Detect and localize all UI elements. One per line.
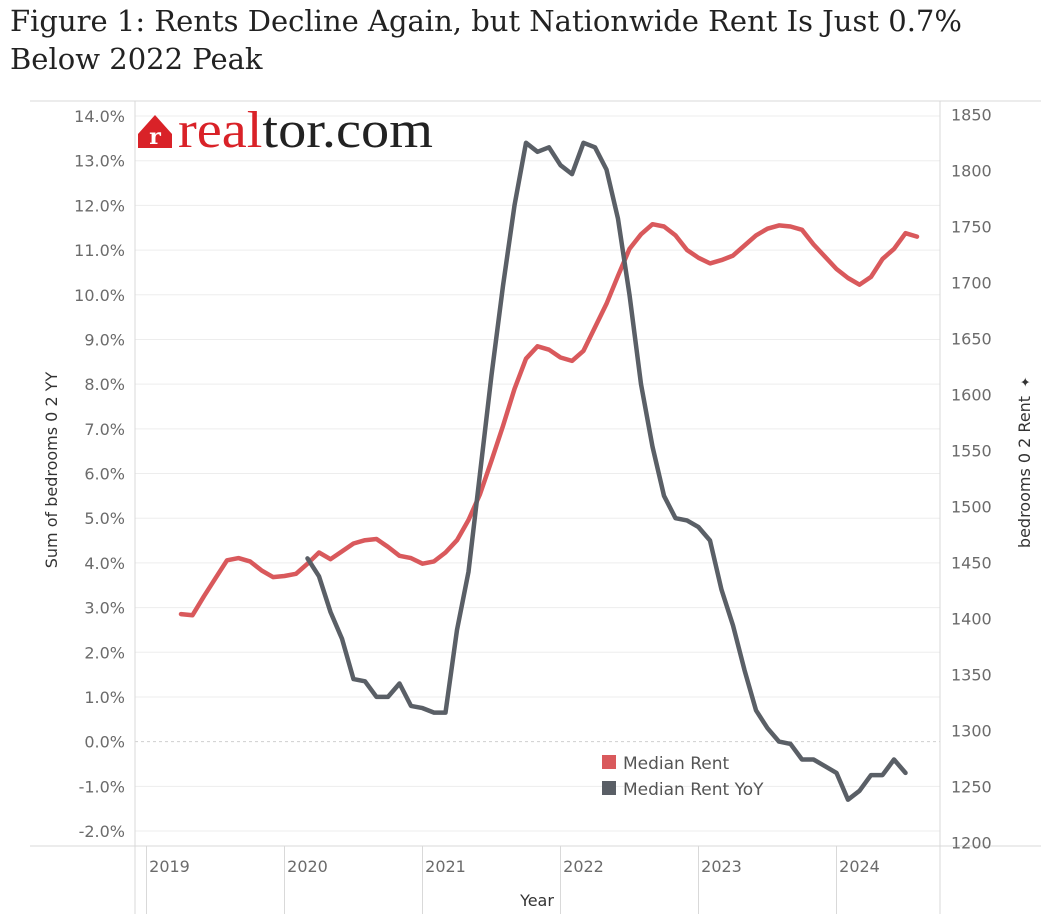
x-tick-label: 2024 [839, 857, 880, 876]
right-axis-ticks: 1850 1800 1750 1700 1650 1600 1550 1500 1450 1400… [951, 105, 992, 852]
left-tick-label: 12.0% [74, 196, 125, 215]
legend-label-median-rent: Median Rent [623, 754, 730, 774]
left-tick-label: 1.0% [84, 688, 125, 707]
series-lines [178, 140, 920, 802]
legend: Median Rent Median Rent YoY [602, 754, 764, 800]
right-tick-label: 1850 [951, 105, 992, 124]
house-r-logo-icon: r [138, 115, 172, 150]
right-axis-title: bedrooms 0 2 Rent [1015, 396, 1034, 548]
left-axis-title: Sum of bedrooms 0 2 YY [42, 372, 61, 569]
left-tick-label: 6.0% [84, 465, 125, 484]
right-tick-label: 1200 [951, 834, 992, 853]
right-tick-label: 1250 [951, 778, 992, 797]
right-axis-sort-icon[interactable]: ✦ [1019, 376, 1034, 387]
left-tick-label: 14.0% [74, 107, 125, 126]
right-tick-label: 1350 [951, 666, 992, 685]
right-tick-label: 1400 [951, 610, 992, 629]
right-tick-label: 1450 [951, 554, 992, 573]
x-tick-label: 2022 [563, 857, 604, 876]
realtor-logo: r real tor.com [138, 102, 433, 159]
right-tick-label: 1300 [951, 722, 992, 741]
legend-swatch-median-rent [602, 755, 616, 769]
chart-title: Figure 1: Rents Decline Again, but Natio… [10, 4, 962, 76]
left-tick-label: 7.0% [84, 420, 125, 439]
right-tick-label: 1700 [951, 273, 992, 292]
left-tick-label: 10.0% [74, 286, 125, 305]
plot-frame [30, 100, 1041, 914]
right-tick-label: 1550 [951, 442, 992, 461]
legend-swatch-median-rent-yoy [602, 781, 616, 795]
left-tick-label: 0.0% [84, 733, 125, 752]
left-axis-ticks: 14.0% 13.0% 12.0% 11.0% 10.0% 9.0% 8.0% 7.0% 6.0… [74, 107, 125, 841]
left-tick-label: -1.0% [79, 777, 125, 796]
x-axis-title: Year [519, 891, 554, 910]
x-tick-label: 2019 [149, 857, 190, 876]
series-line-median-rent-yoy[interactable] [305, 140, 908, 802]
left-tick-label: 5.0% [84, 509, 125, 528]
left-tick-label: 13.0% [74, 152, 125, 171]
x-tick-label: 2021 [425, 857, 466, 876]
svg-text:r: r [149, 124, 161, 150]
x-tick-label: 2020 [287, 857, 328, 876]
left-tick-label: 8.0% [84, 375, 125, 394]
left-tick-label: 11.0% [74, 241, 125, 260]
x-tick-label: 2023 [701, 857, 742, 876]
gridlines [135, 115, 940, 832]
right-tick-label: 1600 [951, 386, 992, 405]
right-tick-label: 1500 [951, 498, 992, 517]
left-tick-label: -2.0% [79, 822, 125, 841]
right-tick-label: 1800 [951, 161, 992, 180]
left-tick-label: 9.0% [84, 330, 125, 349]
series-line-median-rent[interactable] [178, 221, 920, 618]
right-tick-label: 1650 [951, 330, 992, 349]
right-tick-label: 1750 [951, 217, 992, 236]
left-tick-label: 4.0% [84, 554, 125, 573]
left-tick-label: 3.0% [84, 599, 125, 618]
legend-label-median-rent-yoy: Median Rent YoY [623, 780, 764, 800]
x-axis-ticks: 2019 2020 2021 2022 2023 2024 [146, 846, 880, 914]
left-tick-label: 2.0% [84, 643, 125, 662]
